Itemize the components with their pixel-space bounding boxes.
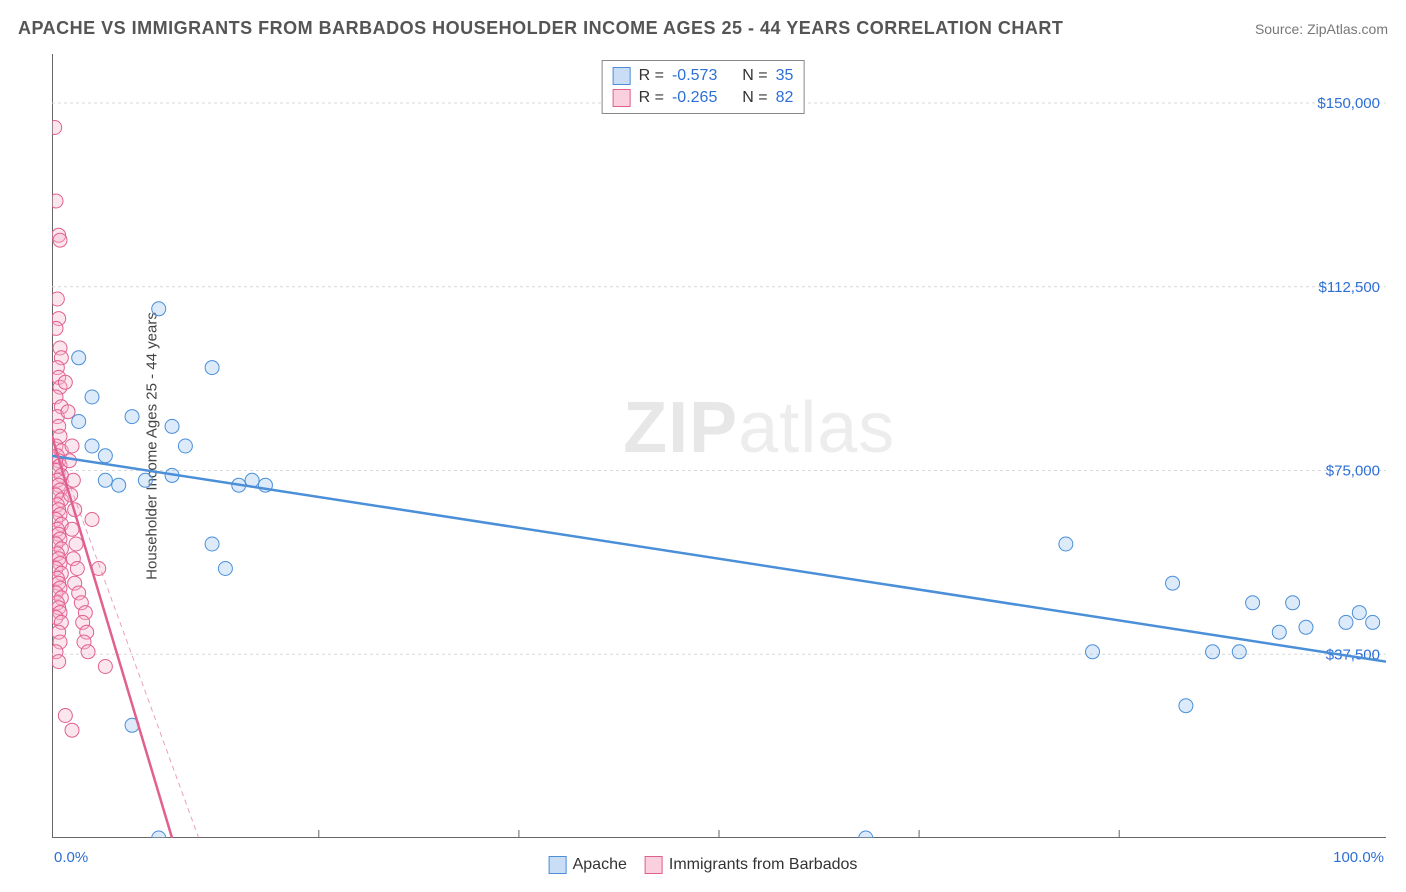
n-value-1: 35 [776,67,794,85]
title-row: APACHE VS IMMIGRANTS FROM BARBADOS HOUSE… [18,18,1388,39]
swatch-pink-icon [645,856,663,874]
r-value-1: -0.573 [672,67,717,85]
stats-row-series2: R = -0.265 N = 82 [613,87,794,109]
n-value-2: 82 [776,89,794,107]
legend-item-apache: Apache [549,856,627,874]
swatch-blue-icon [549,856,567,874]
svg-text:$112,500: $112,500 [1319,279,1380,296]
bottom-legend: Apache Immigrants from Barbados [549,856,858,874]
x-axis-min: 0.0% [54,849,88,866]
svg-text:$150,000: $150,000 [1317,95,1380,112]
r-label-2: R = [639,89,664,107]
stats-legend: R = -0.573 N = 35 R = -0.265 N = 82 [602,60,805,114]
swatch-blue-icon [613,67,631,85]
x-axis-max: 100.0% [1333,849,1384,866]
legend-item-barbados: Immigrants from Barbados [645,856,858,874]
stats-row-series1: R = -0.573 N = 35 [613,65,794,87]
n-label-2: N = [742,89,767,107]
r-label: R = [639,67,664,85]
r-value-2: -0.265 [672,89,717,107]
legend-label-1: Apache [573,856,627,874]
chart-title: APACHE VS IMMIGRANTS FROM BARBADOS HOUSE… [18,18,1063,39]
source-attribution: Source: ZipAtlas.com [1255,21,1388,37]
n-label: N = [742,67,767,85]
swatch-pink-icon [613,89,631,107]
scatter-plot: $37,500$75,000$112,500$150,000 [52,54,1386,838]
chart-container: APACHE VS IMMIGRANTS FROM BARBADOS HOUSE… [0,0,1406,892]
legend-label-2: Immigrants from Barbados [669,856,858,874]
svg-text:$75,000: $75,000 [1326,463,1380,480]
